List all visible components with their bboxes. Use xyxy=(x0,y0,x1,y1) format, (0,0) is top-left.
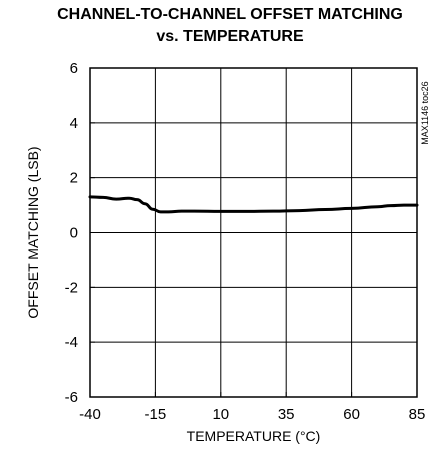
y-tick-labels: 6 4 2 0 -2 -4 -6 xyxy=(65,60,78,406)
y-tick-label: 6 xyxy=(70,60,78,77)
chart-title-line2: vs. TEMPERATURE xyxy=(156,28,304,45)
y-tick-label: 4 xyxy=(70,115,78,132)
x-tick-label: 35 xyxy=(278,406,295,423)
x-tick-label: -15 xyxy=(145,406,167,423)
x-axis-label: TEMPERATURE (°C) xyxy=(187,428,321,444)
x-tick-label: 10 xyxy=(212,406,229,423)
x-tick-labels: -40 -15 10 35 60 85 xyxy=(79,406,425,423)
x-tick-label: -40 xyxy=(79,406,101,423)
x-tick-label: 60 xyxy=(343,406,360,423)
figure-annotation: MAX1146 toc26 xyxy=(420,81,430,144)
y-tick-label: -4 xyxy=(65,334,78,351)
series-line xyxy=(88,195,419,214)
x-tick-label: 85 xyxy=(409,406,426,423)
grid-lines xyxy=(90,68,417,397)
y-tick-label: 0 xyxy=(70,225,78,242)
chart-title-line1: CHANNEL-TO-CHANNEL OFFSET MATCHING xyxy=(57,6,403,23)
axis-ticks xyxy=(89,67,418,398)
y-tick-label: -6 xyxy=(65,389,78,406)
series-group xyxy=(88,195,419,214)
y-tick-label: 2 xyxy=(70,170,78,187)
y-tick-label: -2 xyxy=(65,279,78,296)
y-axis-label: OFFSET MATCHING (LSB) xyxy=(25,146,41,318)
